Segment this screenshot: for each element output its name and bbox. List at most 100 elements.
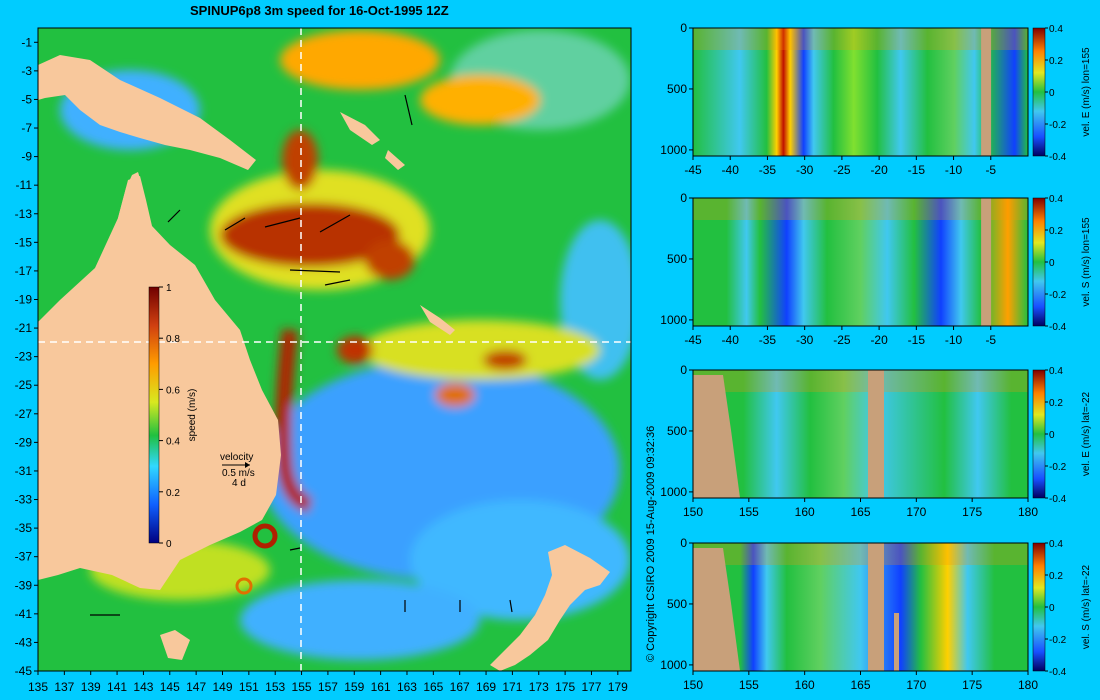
section-x-tick-label: 160 xyxy=(795,505,815,519)
map-x-tick-label: 139 xyxy=(81,680,101,694)
section-x-tick-label: 180 xyxy=(1018,678,1038,692)
map-x-ticks: 135 137 139 141 143 145 147 149 151 153 155 157 159 1… xyxy=(28,671,628,694)
map-y-tick-label: -23 xyxy=(15,350,33,364)
map-y-tick-label: -9 xyxy=(21,150,32,164)
section-x-tick-label: -15 xyxy=(908,163,926,177)
section-y-tick-label: 500 xyxy=(667,424,687,438)
section-y-tick-label: 0 xyxy=(680,536,687,550)
map-y-tick-label: -17 xyxy=(15,264,33,278)
section-colorbar-tick-label: 0 xyxy=(1049,603,1055,614)
map-y-tick-label: -7 xyxy=(21,121,32,135)
section-colorbar-label: vel. S (m/s) lon=155 xyxy=(1081,217,1092,307)
section-colorbar-label: vel. E (m/s) lat=-22 xyxy=(1081,391,1092,476)
map-y-tick-label: -27 xyxy=(15,407,33,421)
speed-colorbar-tick-label: 0.2 xyxy=(166,488,180,499)
australia-land xyxy=(38,176,281,590)
speed-colorbar-tick-label: 1 xyxy=(166,283,172,294)
section-y-tick-label: 0 xyxy=(680,363,687,377)
speed-field xyxy=(60,30,631,660)
section-y-tick-label: 0 xyxy=(680,191,687,205)
section-x-tick-label: 155 xyxy=(739,678,759,692)
map-y-tick-label: -39 xyxy=(15,578,33,592)
section-panels: -45 -40 -35 -30 -25 -20 -15 -10 -5 0 500 1000 -0.4 -0… xyxy=(660,21,1092,692)
map-y-tick-label: -3 xyxy=(21,64,32,78)
velocity-key-period: 4 d xyxy=(232,478,246,489)
section-x-tick-label: 170 xyxy=(906,678,926,692)
section-land xyxy=(693,375,740,498)
section-x-tick-label: -10 xyxy=(945,163,963,177)
map-x-tick-label: 135 xyxy=(28,680,48,694)
section-y-tick-label: 0 xyxy=(680,21,687,35)
section-panel-0: -45 -40 -35 -30 -25 -20 -15 -10 -5 0 500 1000 -0.4 -0… xyxy=(660,21,1092,177)
section-frame xyxy=(692,197,1029,327)
speed-colorbar-tick-label: 0 xyxy=(166,539,172,550)
section-x-tick-label: -30 xyxy=(796,333,814,347)
map-y-tick-label: -25 xyxy=(15,378,33,392)
section-colorbar-label: vel. S (m/s) lat=-22 xyxy=(1081,564,1092,649)
section-x-tick-label: -35 xyxy=(759,333,777,347)
section-field xyxy=(693,370,1028,498)
new-caledonia-land xyxy=(420,305,455,335)
section-y-tick-label: 500 xyxy=(667,252,687,266)
map-y-tick-label: -37 xyxy=(15,550,33,564)
map-x-tick-label: 157 xyxy=(318,680,338,694)
section-y-tick-label: 1000 xyxy=(660,658,687,672)
section-colorbar xyxy=(1032,369,1046,499)
map-x-tick-label: 167 xyxy=(450,680,470,694)
section-field xyxy=(693,28,1028,156)
section-panel-2: 150 155 160 165 170 175 180 0 500 1000 -0.4 -0.2 0 0.… xyxy=(660,363,1092,519)
section-x-tick-label: 165 xyxy=(850,505,870,519)
map-x-tick-label: 161 xyxy=(371,680,391,694)
map-y-tick-label: -19 xyxy=(15,292,33,306)
map-x-tick-label: 179 xyxy=(608,680,628,694)
section-land xyxy=(868,543,884,671)
section-panel-3: 150 155 160 165 170 175 180 0 500 1000 -0.4 -0.2 0 0.… xyxy=(660,536,1092,692)
velocity-key-title: velocity xyxy=(220,452,253,463)
speed-colorbar-ticks: 0 0.2 0.4 0.6 0.8 1 xyxy=(159,283,180,550)
section-colorbar-tick-label: -0.2 xyxy=(1049,635,1067,646)
section-x-tick-label: -45 xyxy=(684,333,702,347)
section-x-tick-label: 165 xyxy=(850,678,870,692)
section-colorbar xyxy=(1032,197,1046,327)
map-x-tick-label: 143 xyxy=(133,680,153,694)
section-x-tick-label: -5 xyxy=(985,333,996,347)
section-colorbar-tick-label: 0.2 xyxy=(1049,226,1063,237)
section-x-tick-label: 170 xyxy=(906,505,926,519)
section-x-tick-label: -20 xyxy=(870,333,888,347)
section-x-tick-label: -35 xyxy=(759,163,777,177)
map-y-ticks: -1 -3 -5 -7 -9 -11 -13 -15 -17 -19 -21 -23 -25 -27 -29… xyxy=(15,35,38,678)
tasmania-land xyxy=(160,630,190,660)
section-x-tick-label: 180 xyxy=(1018,505,1038,519)
section-y-tick-label: 1000 xyxy=(660,313,687,327)
map-x-tick-label: 149 xyxy=(212,680,232,694)
section-colorbar-tick-label: -0.4 xyxy=(1049,152,1067,163)
map-y-tick-label: -31 xyxy=(15,464,33,478)
speed-map: 135 137 139 141 143 145 147 149 151 153 155 157 159 1… xyxy=(15,27,632,694)
map-x-tick-label: 173 xyxy=(529,680,549,694)
map-x-tick-label: 141 xyxy=(107,680,127,694)
section-colorbar-tick-label: -0.4 xyxy=(1049,322,1067,333)
chart-title: SPINUP6p8 3m speed for 16-Oct-1995 12Z xyxy=(190,3,449,18)
map-x-tick-label: 165 xyxy=(423,680,443,694)
section-colorbar-tick-label: 0.2 xyxy=(1049,56,1063,67)
section-x-tick-label: 150 xyxy=(683,678,703,692)
section-colorbar-tick-label: -0.2 xyxy=(1049,290,1067,301)
section-colorbar-tick-label: 0 xyxy=(1049,258,1055,269)
section-colorbar-tick-label: 0.2 xyxy=(1049,571,1063,582)
section-colorbar xyxy=(1032,27,1046,157)
section-x-tick-label: -45 xyxy=(684,163,702,177)
section-land xyxy=(981,198,992,326)
section-frame xyxy=(692,27,1029,157)
eddy-ring xyxy=(252,523,278,549)
map-x-tick-label: 171 xyxy=(502,680,522,694)
map-x-tick-label: 147 xyxy=(186,680,206,694)
section-x-tick-label: 175 xyxy=(962,678,982,692)
map-y-tick-label: -11 xyxy=(16,178,33,192)
new-guinea-land xyxy=(38,55,256,170)
velocity-arrows xyxy=(90,94,513,616)
section-land xyxy=(693,548,740,671)
section-x-tick-label: 150 xyxy=(683,505,703,519)
section-colorbar-tick-label: 0.4 xyxy=(1049,24,1063,35)
section-field xyxy=(693,543,1028,671)
section-x-tick-label: -25 xyxy=(833,333,851,347)
